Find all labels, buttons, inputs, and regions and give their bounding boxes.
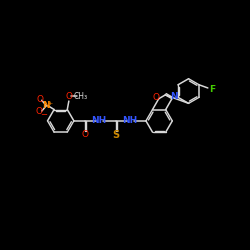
Text: F: F <box>210 85 216 94</box>
Text: O: O <box>36 106 43 116</box>
Text: +: + <box>47 101 52 106</box>
Text: N: N <box>42 101 50 110</box>
Text: −: − <box>40 110 48 119</box>
Text: NH: NH <box>91 116 106 124</box>
Text: CH₃: CH₃ <box>74 92 88 101</box>
Text: NH: NH <box>122 116 137 124</box>
Text: O: O <box>152 93 159 102</box>
Text: O: O <box>65 92 72 101</box>
Text: N: N <box>170 92 178 101</box>
Text: S: S <box>112 130 119 140</box>
Text: O: O <box>81 130 88 139</box>
Text: O: O <box>37 95 44 104</box>
